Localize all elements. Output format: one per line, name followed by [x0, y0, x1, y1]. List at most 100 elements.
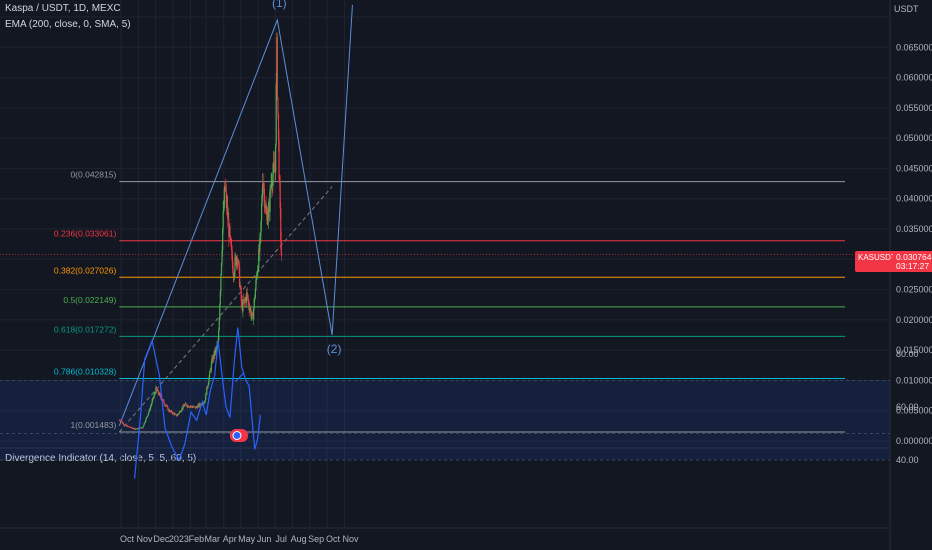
ema-line: [235, 372, 245, 383]
candle-body: [258, 248, 260, 269]
fib-level-label: 0.236(0.033061): [54, 229, 117, 239]
candle-body: [255, 276, 258, 280]
candle-body: [204, 399, 206, 402]
candle-body: [181, 408, 183, 411]
candle-body: [184, 404, 186, 407]
candle-body: [172, 412, 175, 414]
candle-body: [128, 426, 131, 428]
candle-body: [163, 403, 166, 405]
y-tick-label: 0.050000: [896, 133, 932, 143]
candle-body: [240, 286, 242, 289]
candle-body: [249, 308, 251, 311]
candle-body: [259, 233, 262, 238]
candle-body: [163, 399, 165, 404]
candle-body: [198, 403, 201, 407]
candle-body: [269, 189, 271, 213]
y-tick-label: 0.000000: [896, 436, 932, 446]
x-tick-label: Jun: [257, 534, 272, 544]
candle-body: [154, 393, 157, 395]
candle-body: [141, 427, 144, 429]
candle-body: [142, 425, 145, 427]
candle-body: [145, 418, 147, 422]
candle-body: [144, 422, 146, 424]
candle-body: [168, 409, 170, 412]
ema-legend[interactable]: EMA (200, close, 0, SMA, 5): [5, 19, 131, 30]
x-tick-label: Feb: [189, 534, 205, 544]
candle-body: [278, 138, 280, 180]
candle-body: [159, 394, 162, 398]
candle-body: [152, 398, 154, 400]
candle-body: [212, 355, 214, 362]
x-tick-label: Apr: [223, 534, 237, 544]
candle-body: [215, 348, 218, 349]
candle-body: [234, 257, 236, 273]
candle-body: [230, 238, 232, 247]
candle-body: [242, 299, 244, 312]
candle-body: [183, 405, 185, 407]
candle-body: [253, 308, 255, 320]
candle-body: [245, 294, 247, 303]
x-tick-label: Dec: [153, 534, 170, 544]
candle-body: [257, 270, 259, 276]
event-marker: [229, 429, 248, 442]
candle-body: [250, 308, 252, 317]
fib-level-label: 0.5(0.022149): [63, 295, 116, 305]
y-tick-label: 0.045000: [896, 163, 932, 173]
candle-body: [218, 319, 220, 331]
candle-body: [231, 246, 233, 251]
candle-body: [238, 260, 240, 267]
candle-body: [223, 207, 225, 212]
x-tick-label: Nov: [136, 534, 153, 544]
candle-body: [175, 413, 177, 416]
candle-body: [263, 188, 265, 207]
candle-body: [151, 400, 153, 404]
candle-body: [185, 404, 188, 406]
y-tick-label: 0.065000: [896, 42, 932, 52]
x-tick-label: Sep: [308, 534, 324, 544]
indicator-legend[interactable]: Divergence Indicator (14, close, 5, 5, 6…: [5, 453, 196, 464]
candle-body: [150, 403, 153, 406]
symbol-legend[interactable]: Kaspa / USDT, 1D, MEXC: [5, 3, 121, 14]
candle-body: [272, 174, 274, 186]
candle-body: [261, 194, 263, 205]
candle-body: [159, 393, 161, 395]
candle-body: [219, 304, 221, 320]
candle-body: [250, 315, 252, 317]
y-tick-label: 0.040000: [896, 194, 932, 204]
candle-body: [146, 415, 149, 417]
candle-body: [275, 84, 277, 144]
candle-body: [227, 205, 229, 219]
candle-body: [150, 405, 152, 408]
candle-body: [203, 402, 205, 404]
candle-body: [182, 405, 184, 409]
candle-body: [188, 406, 190, 408]
candle-body: [275, 143, 277, 173]
candle-body: [236, 257, 238, 262]
candle-body: [195, 406, 197, 409]
candle-body: [272, 162, 275, 175]
candle-body: [232, 261, 234, 273]
candle-body: [199, 403, 201, 405]
candle-body: [183, 405, 185, 407]
candle-body: [146, 416, 148, 418]
candle-body: [142, 426, 144, 428]
candle-body: [219, 291, 221, 305]
candle-body: [208, 377, 210, 383]
candle-body: [119, 420, 122, 422]
fib-level-label: 1(0.001483): [70, 420, 116, 430]
candle-body: [137, 428, 139, 430]
candle-body: [277, 97, 279, 114]
candle-body: [238, 266, 241, 287]
candle-body: [279, 181, 281, 209]
y-tick-label: 0.010000: [896, 375, 932, 385]
candle-body: [164, 404, 166, 406]
fib-level-label: 0.786(0.010328): [54, 366, 117, 376]
candle-body: [247, 299, 250, 306]
candle-body: [259, 237, 261, 252]
price-tag-countdown: 03:17:27: [896, 261, 929, 271]
candle-body: [229, 226, 231, 236]
candles: [118, 32, 282, 430]
price-tag-symbol: KASUSDT: [858, 253, 896, 262]
candle-body: [176, 414, 179, 416]
